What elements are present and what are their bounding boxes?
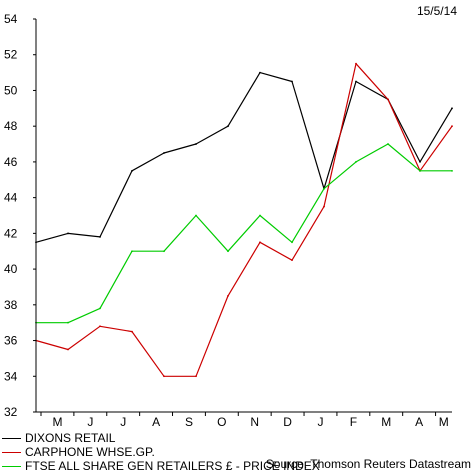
series-2-point (227, 250, 229, 253)
series-line-2 (36, 143, 452, 324)
y-tick-label: 50 (4, 83, 18, 97)
y-tick-label: 52 (4, 48, 18, 62)
series-2-point (67, 321, 69, 324)
x-tick-label: N (250, 415, 259, 429)
series-2-point (323, 187, 325, 190)
y-tick-label: 48 (4, 119, 18, 133)
series-2-point (259, 214, 261, 217)
series-2-point (419, 169, 421, 172)
x-tick-label: J (87, 415, 93, 429)
x-tick-label: D (283, 415, 292, 429)
y-tick-label: 42 (4, 226, 18, 240)
y-tick-label: 38 (4, 298, 18, 312)
series-2-point (355, 161, 357, 163)
series-1-point (259, 241, 261, 244)
series-0-point (131, 169, 133, 172)
series-2-point (387, 143, 389, 145)
chart-date: 15/5/14 (416, 4, 457, 18)
series-1-point (99, 325, 101, 328)
series-line-0 (35, 71, 453, 243)
legend-label-ftse: FTSE ALL SHARE GEN RETAILERS £ - PRICE I… (25, 459, 320, 473)
x-tick-label: O (217, 415, 226, 429)
series-2-point (195, 214, 197, 217)
series-0-point (355, 80, 357, 83)
legend-swatch-dixons (2, 438, 21, 439)
source-note: Source: Thomson Reuters Datastream (265, 457, 471, 471)
x-tick-label: M (381, 415, 391, 429)
series-1-point (355, 62, 357, 65)
series-1-point (291, 259, 293, 262)
x-tick-label: A (152, 415, 160, 429)
y-tick-label: 54 (4, 12, 18, 26)
y-tick-label: 32 (4, 405, 18, 419)
series-2-point (451, 169, 453, 172)
x-tick-label: F (350, 415, 357, 429)
series-1-point (323, 205, 325, 208)
series-0-point (99, 236, 101, 238)
series-1-point (451, 125, 453, 128)
plot-area (35, 62, 453, 378)
y-tick-label: 44 (4, 191, 18, 205)
series-2-point (99, 307, 101, 310)
x-tick-label: J (120, 415, 126, 429)
series-0-point (451, 107, 453, 110)
series-0-point (419, 161, 421, 163)
series-1-point (387, 98, 389, 101)
y-axis: 32 34 36 38 40 42 44 46 48 50 52 54 (4, 12, 37, 419)
legend-label-carphone: CARPHONE WHSE.GP. (25, 445, 155, 459)
x-tick-label: M (52, 415, 62, 429)
series-0-point (259, 71, 261, 74)
x-tick-label: A (415, 415, 423, 429)
series-0-point (195, 143, 197, 145)
y-tick-label: 36 (4, 334, 18, 348)
series-1-point (67, 348, 69, 351)
x-tick-label: J (317, 415, 323, 429)
y-tick-label: 46 (4, 155, 18, 169)
series-1-point (163, 375, 165, 378)
series-2-point (163, 250, 165, 253)
series-2-point (131, 250, 133, 253)
y-tick-label: 40 (4, 262, 18, 276)
series-line-1 (35, 63, 453, 377)
x-tick-label: M (439, 415, 449, 429)
series-0-point (163, 152, 165, 154)
legend-label-dixons: DIXONS RETAIL (25, 431, 116, 445)
series-0-point (227, 125, 229, 128)
legend-swatch-carphone (2, 452, 21, 453)
series-2-point (291, 241, 293, 244)
x-tick-label: S (185, 415, 193, 429)
series-0-point (67, 232, 69, 235)
legend-swatch-ftse (2, 466, 21, 467)
series-0-point (291, 80, 293, 83)
series-1-point (227, 294, 229, 297)
series-1-point (195, 375, 197, 378)
y-tick-label: 34 (4, 369, 18, 383)
series-1-point (131, 330, 133, 333)
